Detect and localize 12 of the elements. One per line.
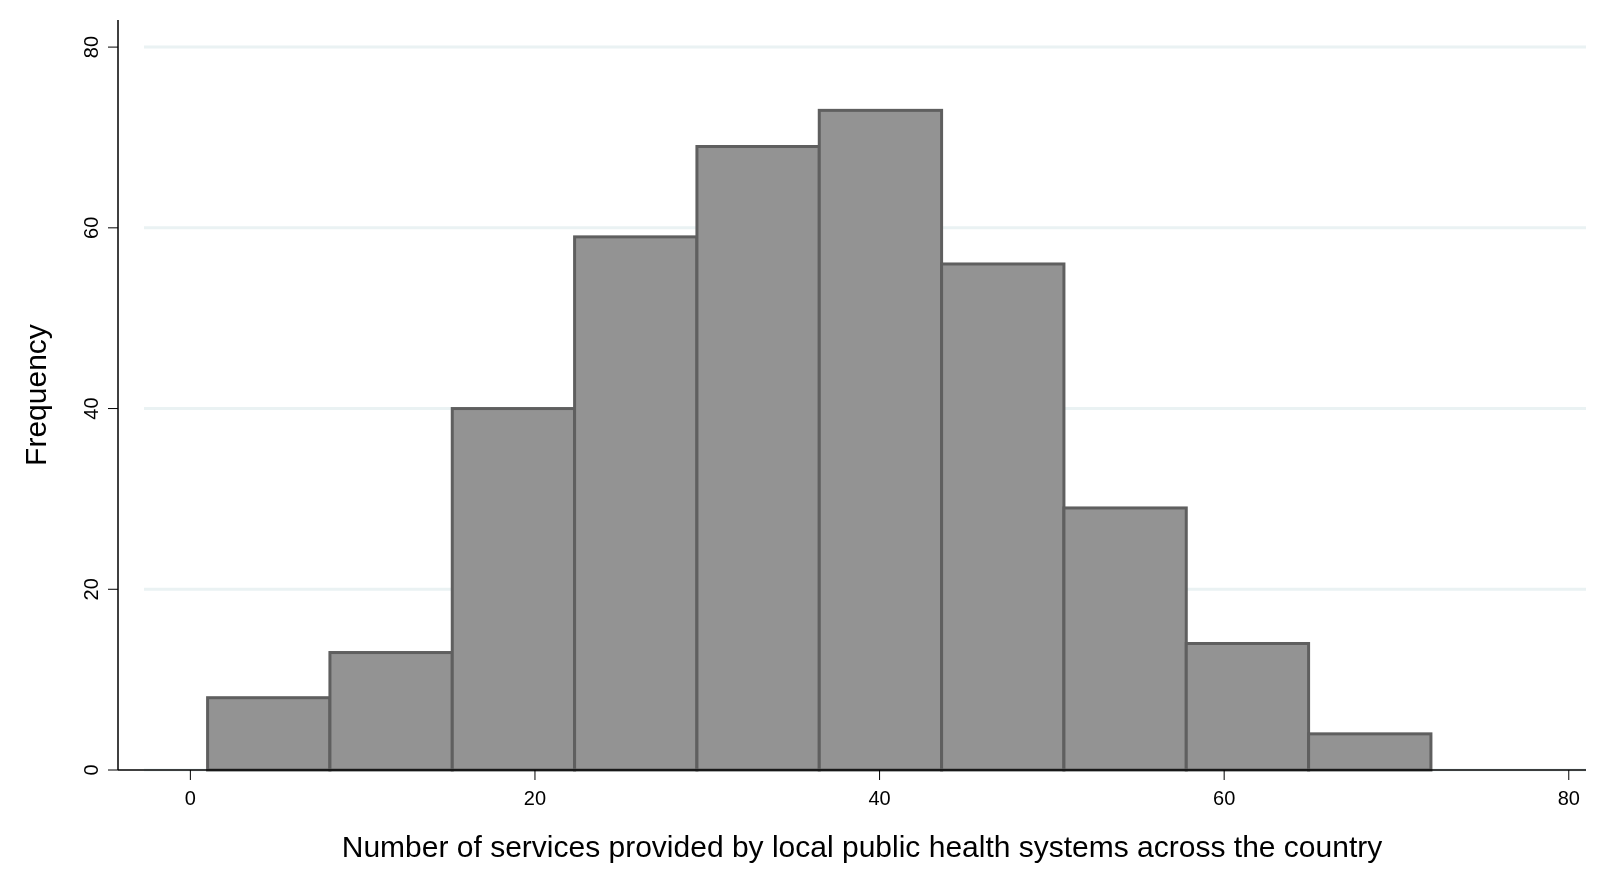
x-tick-label: 0 <box>184 787 196 809</box>
y-tick-label: 60 <box>80 216 102 239</box>
y-tick-label: 20 <box>80 578 102 601</box>
y-tick-label: 0 <box>80 764 102 776</box>
y-tick-label: 80 <box>80 35 102 59</box>
x-axis-title: Number of services provided by local public health systems across the country <box>341 830 1383 863</box>
x-tick-label: 20 <box>523 787 547 809</box>
x-tick-label: 80 <box>1557 787 1580 809</box>
y-tick-label: 40 <box>80 397 102 420</box>
x-tick-label: 40 <box>868 787 891 809</box>
y-axis-title: Frequency <box>19 324 52 466</box>
x-tick-label: 60 <box>1213 787 1236 809</box>
